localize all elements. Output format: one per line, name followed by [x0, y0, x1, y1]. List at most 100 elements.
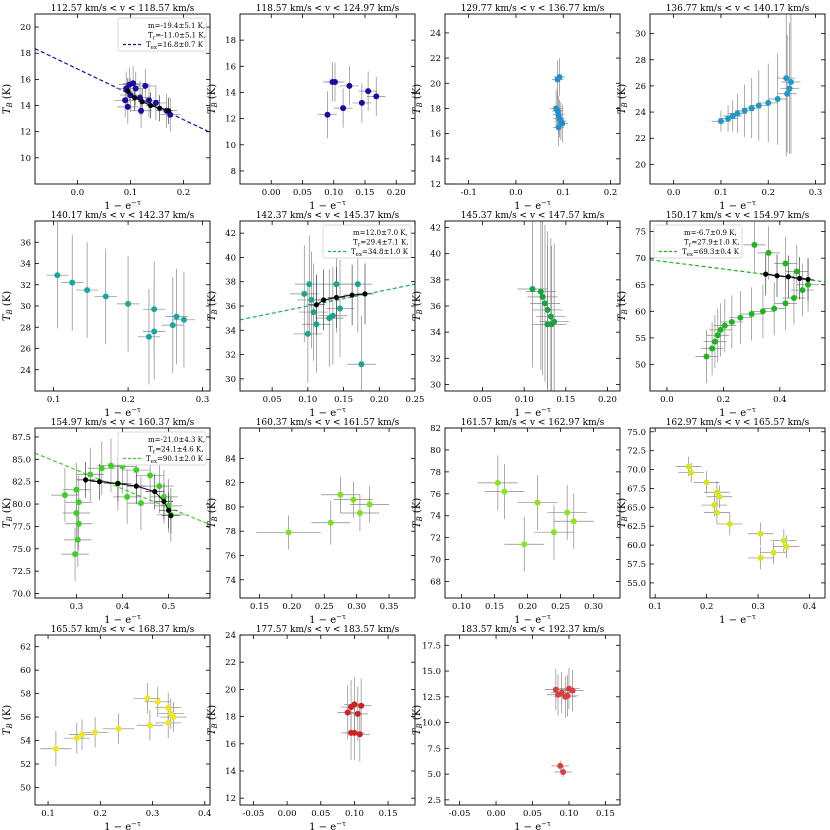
y-tick-label: 24 [635, 108, 646, 118]
data-point [805, 281, 812, 288]
data-point [73, 510, 80, 516]
data-point [84, 287, 91, 294]
data-point [327, 519, 334, 526]
x-tick-label: 0.15 [356, 188, 375, 198]
axes-frame [239, 634, 416, 806]
x-axis-label: 1 − e−τ [104, 613, 141, 626]
x-tick-label: 0.0 [509, 188, 523, 198]
y-tick-label: 24 [20, 366, 31, 376]
x-tick-label: 0.30 [584, 602, 603, 612]
x-tick-label: 0.10 [515, 395, 534, 405]
data-point [542, 300, 548, 307]
data-point [787, 79, 794, 85]
x-tick-label: 0.30 [347, 602, 366, 612]
data-point [165, 719, 172, 726]
data-point [716, 493, 723, 500]
axes-frame [34, 634, 211, 806]
data-point [146, 97, 153, 104]
legend: m=-6.7±0.9 K, Tr=27.9±1.0 K,Tex=69.3±0.4 … [653, 224, 743, 259]
panel-2: 118.57 km/s < v < 124.97 km/s 0.00 0.05 0.1… [207, 4, 416, 212]
mean-point [115, 480, 121, 487]
axes-frame [34, 13, 211, 185]
panel-13: 165.57 km/s < v < 168.37 km/s 0.1 0.2 0.3 0.… [2, 625, 212, 830]
panel-12: 162.97 km/s < v < 165.57 km/s 0.1 0.2 0.3 0.… [617, 418, 826, 626]
mean-point [774, 273, 780, 279]
y-tick-label: 12 [430, 180, 441, 190]
panel-title: 140.17 km/s < v < 142.37 km/s [51, 211, 195, 221]
panel-8: 150.17 km/s < v < 154.97 km/s 0.0 0.2 0.4 50… [617, 211, 826, 419]
data-point [142, 82, 149, 89]
plot-area [240, 235, 415, 391]
mean-point [132, 95, 138, 101]
legend-entry: Tr=24.1±4.6 K, [148, 446, 203, 456]
data-point [790, 295, 797, 302]
x-tick-label: 0.25 [315, 602, 334, 612]
data-point [151, 328, 158, 335]
plot-area [318, 62, 386, 139]
data-point [793, 268, 800, 275]
mean-point [152, 488, 158, 495]
data-point [72, 551, 79, 558]
legend-entry: Tr=29.4±7.1 K, [353, 239, 408, 249]
x-tick-label: 0.2 [177, 188, 191, 198]
data-point [124, 493, 131, 500]
data-point [501, 488, 508, 495]
data-point [550, 529, 557, 536]
data-point [354, 710, 361, 717]
data-point [356, 510, 363, 516]
axes-frame [444, 220, 621, 392]
panel-7: 145.37 km/s < v < 147.57 km/s 0.05 0.10 0.1… [412, 211, 621, 419]
x-axis-label: 1 − e−τ [514, 199, 551, 212]
data-point [324, 111, 331, 118]
x-tick-label: -0.05 [449, 809, 471, 819]
legend-entry: Tex=90.1±2.0 K [146, 455, 204, 465]
data-point [570, 518, 577, 525]
data-point [725, 115, 732, 122]
panel-title: 162.97 km/s < v < 165.57 km/s [666, 418, 810, 428]
y-tick-label: 80 [430, 446, 441, 456]
y-axis-label: TB (K) [2, 291, 14, 321]
y-tick-label: 82.5 [12, 478, 31, 488]
y-tick-label: 60 [20, 666, 31, 676]
y-tick-label: 75.0 [12, 545, 31, 555]
data-point [115, 725, 122, 732]
x-tick-label: 0.3 [751, 602, 765, 612]
data-point [709, 345, 716, 352]
legend: m=-19.4±5.1 K, Tr=-11.0±5.1 K,Tex=16.8±0.… [117, 17, 207, 52]
plot-area [650, 221, 825, 384]
data-point [358, 99, 365, 106]
mean-point [362, 291, 368, 297]
x-axis-label: 1 − e−τ [514, 820, 551, 830]
axes-frame [649, 220, 826, 392]
data-point [741, 107, 748, 114]
y-tick-label: 2.5 [427, 796, 441, 806]
y-axis-label: TB (K) [207, 498, 219, 528]
panel-title: 136.77 km/s < v < 140.17 km/s [666, 4, 810, 14]
data-point [304, 330, 311, 337]
y-tick-label: 72.5 [627, 447, 646, 457]
data-point [170, 714, 177, 721]
data-point [734, 110, 741, 117]
data-point [340, 105, 347, 112]
x-tick-label: 0.4 [198, 809, 212, 819]
y-tick-label: 68 [430, 578, 441, 588]
y-tick-label: 10.0 [422, 719, 441, 729]
y-axis-label: TB (K) [617, 498, 629, 528]
legend-box [653, 224, 743, 259]
data-point [137, 500, 144, 507]
x-tick-label: 0.15 [556, 395, 575, 405]
data-point [757, 530, 764, 537]
y-tick-label: 65 [635, 281, 646, 291]
y-axis-label: TB (K) [207, 291, 219, 321]
data-point [306, 281, 313, 288]
x-tick-label: 0.25 [551, 602, 570, 612]
plot-area [478, 455, 594, 572]
axes-frame [444, 427, 621, 599]
y-axis-label: TB (K) [617, 291, 629, 321]
x-tick-label: 0.15 [485, 602, 504, 612]
x-axis-label: 1 − e−τ [309, 406, 346, 419]
y-tick-label: 18 [225, 36, 236, 46]
x-tick-label: 0.1 [648, 602, 662, 612]
data-point [337, 305, 343, 312]
mean-point [333, 294, 340, 301]
